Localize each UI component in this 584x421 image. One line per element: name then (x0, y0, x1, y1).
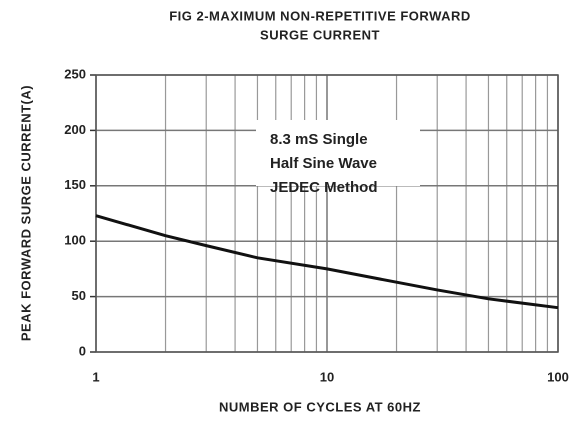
chart-title: SURGE CURRENT (260, 27, 380, 42)
y-tick-label: 200 (64, 122, 86, 137)
y-tick-label: 250 (64, 66, 86, 81)
x-tick-label: 10 (320, 369, 334, 384)
y-tick-label: 50 (72, 288, 86, 303)
annotation: 8.3 mS Single (270, 131, 368, 148)
annotation-box (256, 120, 420, 186)
annotation: JEDEC Method (270, 179, 378, 196)
y-tick-label: 100 (64, 233, 86, 248)
x-tick-label: 1 (92, 369, 99, 384)
plot-frame (95, 74, 559, 353)
x-axis-label: NUMBER OF CYCLES AT 60HZ (219, 399, 421, 414)
x-tick-label: 100 (547, 369, 569, 384)
chart-title: FIG 2-MAXIMUM NON-REPETITIVE FORWARD (169, 8, 471, 23)
y-tick-label: 0 (79, 343, 86, 358)
y-axis-label: PEAK FORWARD SURGE CURRENT(A) (18, 85, 33, 341)
data-line (95, 214, 559, 310)
annotation: Half Sine Wave (270, 155, 377, 172)
y-tick-label: 150 (64, 177, 86, 192)
